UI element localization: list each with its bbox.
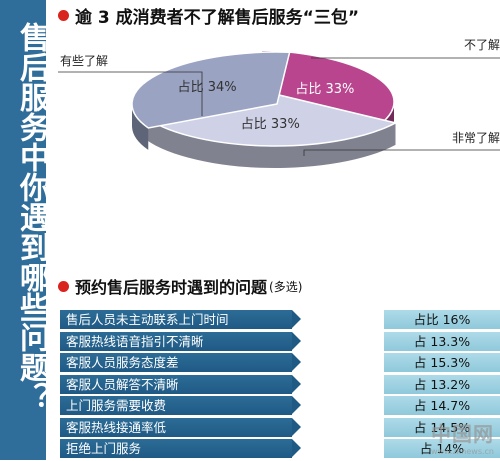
table-row: 客服热线语音指引不清晰 占 13.3% — [60, 331, 500, 351]
problem-label: 上门服务需要收费 — [60, 396, 292, 415]
problem-label: 客服热线接通率低 — [60, 417, 292, 437]
pie-chart-title: 逾 3 成消费者不了解售后服务“三包” — [75, 8, 360, 28]
pie-leader-line — [58, 71, 203, 116]
pie-slice-side — [146, 117, 396, 168]
pie-slice-percent-label: 占比 33% — [295, 82, 354, 97]
arrow-tip-icon — [292, 310, 301, 328]
problem-table: 售后人员未主动联系上门时间 占比 16% 客服热线语音指引不清晰 占 13.3% 客服人… — [60, 310, 500, 461]
red-bullet-icon — [58, 10, 69, 21]
watermark-logo: 中国网 — [431, 422, 494, 446]
table-heading: 预约售后服务时遇到的问题 (多选) — [58, 274, 302, 298]
red-bullet-icon — [58, 280, 69, 292]
sidebar-title: 售后服务中你遇到哪些问题？ — [14, 22, 49, 412]
problem-value: 占 14% — [384, 439, 500, 458]
pie-leader-line — [303, 149, 500, 156]
table-row: 上门服务需要收费 占 14.7% — [60, 396, 500, 415]
watermark: 中国网 www.zknews.cn — [431, 418, 494, 456]
pie-slice-percent-label: 占比 34% — [178, 80, 237, 95]
problem-label: 客服人员服务态度差 — [60, 353, 292, 372]
problem-value: 占 13.2% — [384, 374, 500, 394]
arrow-tip-icon — [292, 331, 301, 350]
table-row: 客服人员服务态度差 占 15.3% — [60, 353, 500, 372]
table-row: 客服人员解答不清晰 占 13.2% — [60, 374, 500, 394]
table-row: 拒绝上门服务 占 14% — [60, 439, 500, 458]
pie-slice — [131, 51, 291, 129]
problem-label: 售后人员未主动联系上门时间 — [60, 310, 292, 329]
pie-chart-heading: 逾 3 成消费者不了解售后服务“三包” — [58, 3, 359, 28]
arrow-tip-icon — [292, 396, 301, 414]
problem-label: 客服热线语音指引不清晰 — [60, 331, 292, 351]
problem-label: 拒绝上门服务 — [60, 439, 292, 458]
table-row: 客服热线接通率低 占 14.5% — [60, 417, 500, 437]
problem-value: 占 13.3% — [384, 331, 500, 351]
arrow-tip-icon — [292, 439, 301, 457]
pie-category-label: 有些了解 — [60, 54, 108, 68]
pie-category-label: 非常了解 — [452, 131, 500, 145]
problem-value: 占 14.7% — [384, 396, 500, 415]
pie-slice-side — [132, 104, 149, 150]
arrow-tip-icon — [292, 353, 301, 371]
problem-value: 占比 16% — [384, 310, 500, 329]
pie-category-label: 不了解 — [464, 38, 500, 52]
problem-label: 客服人员解答不清晰 — [60, 374, 292, 394]
problem-value: 占 14.5% — [384, 417, 500, 437]
problem-value: 占 15.3% — [384, 353, 500, 372]
table-note: (多选) — [269, 279, 303, 294]
sidebar: 售后服务中你遇到哪些问题？ — [0, 0, 49, 460]
arrow-tip-icon — [292, 374, 301, 393]
pie-slice-percent-label: 占比 33% — [241, 117, 300, 132]
arrow-tip-icon — [292, 417, 301, 436]
table-title: 预约售后服务时遇到的问题 — [75, 278, 268, 297]
watermark-url: www.zknews.cn — [431, 447, 494, 456]
table-row: 售后人员未主动联系上门时间 占比 16% — [60, 310, 500, 329]
